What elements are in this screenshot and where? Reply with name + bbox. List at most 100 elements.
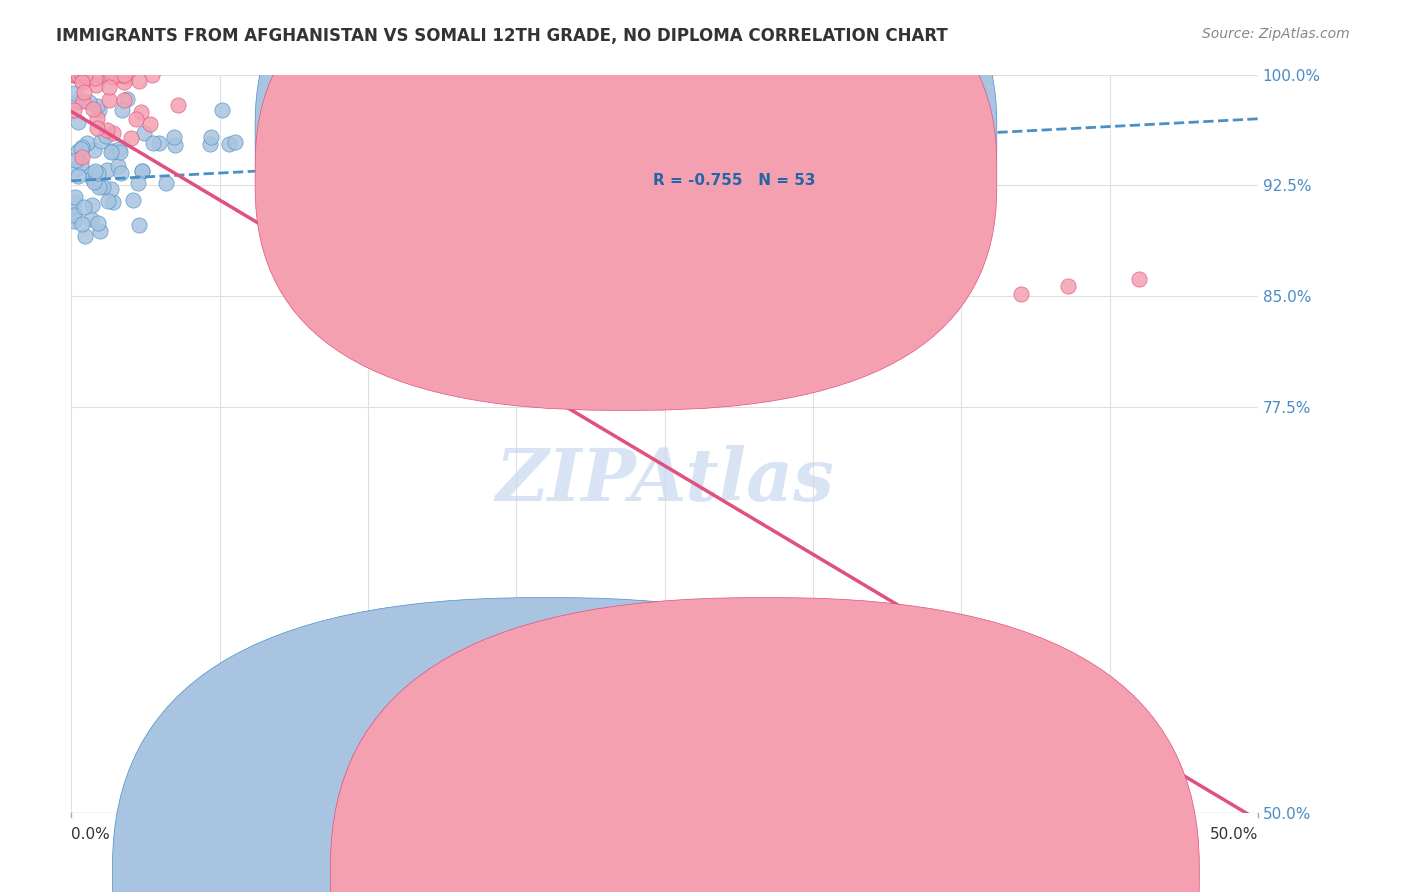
Point [128,218,150,232]
Point [80,211,103,226]
Point [98,93,121,107]
Point [70,155,93,169]
Point [70,140,93,154]
Point [87,103,110,118]
Point [80,166,103,180]
Point [62,68,84,82]
FancyBboxPatch shape [254,0,997,410]
Point [128,74,150,88]
Point [112,75,135,89]
Point [131,164,153,178]
Point [63,189,86,203]
Point [112,68,135,82]
Point [62,103,84,117]
Point [91,180,114,194]
Point [125,112,148,127]
Point [129,105,152,120]
Point [70,75,93,89]
Point [108,142,131,156]
Point [80,198,103,212]
Point [100,182,122,196]
Point [77,95,100,109]
Point [67,68,90,82]
Point [127,176,149,190]
Point [62,208,84,222]
Point [82,170,104,185]
Point [1010,286,1032,301]
Point [72,217,94,231]
Point [211,103,233,117]
Point [97,194,120,208]
Point [86,120,108,135]
Point [70,142,93,156]
Point [83,71,105,86]
Point [163,129,186,144]
Point [110,166,132,180]
Point [107,159,129,173]
Text: Somalis: Somalis [783,860,844,874]
Point [534,161,557,176]
Text: 50.0%: 50.0% [1209,828,1258,842]
Point [91,68,114,82]
Point [141,68,163,82]
Text: Source: ZipAtlas.com: Source: ZipAtlas.com [1202,27,1350,41]
Point [70,68,93,82]
Point [84,68,107,82]
Point [77,70,100,85]
Point [200,130,222,145]
FancyBboxPatch shape [254,0,997,370]
Point [724,220,747,235]
Point [76,68,98,82]
Point [72,200,94,214]
Point [100,145,122,160]
Point [66,145,89,159]
FancyBboxPatch shape [588,119,872,222]
Point [65,68,87,82]
Point [114,70,136,84]
Point [86,99,108,113]
Point [84,78,107,92]
Point [83,175,105,189]
Point [70,150,93,164]
Point [115,92,138,106]
Point [86,166,108,180]
Point [103,195,125,210]
Point [90,68,112,82]
Point [165,138,187,153]
Point [96,163,118,178]
Point [73,229,96,244]
Point [962,244,984,258]
Point [75,68,97,82]
Text: R =   0.168   N = 67: R = 0.168 N = 67 [652,134,820,149]
Point [70,68,93,82]
Point [111,103,134,117]
Point [142,136,165,151]
Point [96,128,118,143]
Point [89,180,111,194]
Point [486,163,509,178]
Point [131,163,153,178]
Point [112,93,135,107]
Point [96,122,118,136]
Point [198,136,221,151]
Text: 0.0%: 0.0% [72,828,110,842]
Point [105,68,128,82]
Point [139,117,162,131]
Point [654,187,676,202]
Point [63,214,86,228]
Point [224,135,246,149]
Point [62,207,84,221]
Point [121,131,143,145]
Point [83,143,105,157]
Point [582,167,605,181]
Point [97,79,120,94]
Point [1128,271,1150,285]
Point [67,115,90,129]
Point [72,68,94,82]
Point [66,169,89,183]
Point [90,135,112,149]
Point [890,274,912,288]
Point [155,177,177,191]
Point [84,164,107,178]
Point [844,250,866,264]
